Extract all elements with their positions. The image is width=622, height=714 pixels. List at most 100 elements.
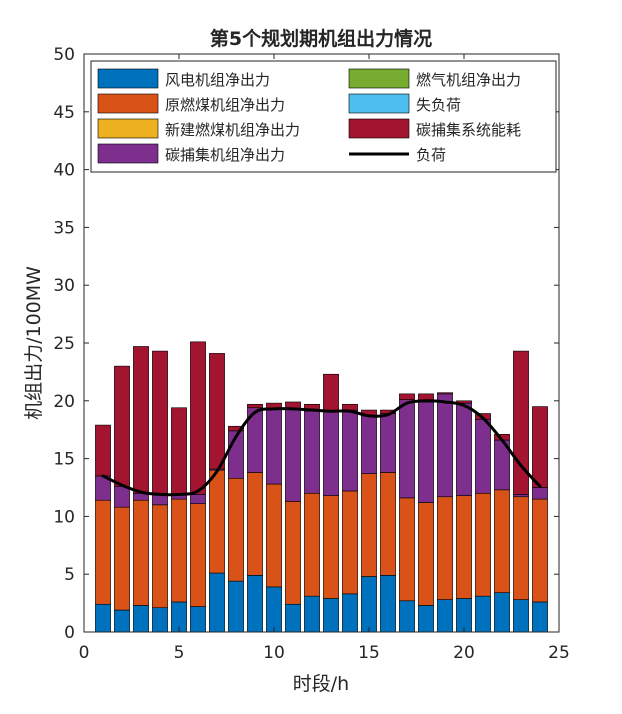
- bar-segment-s6-x3: [133, 346, 149, 494]
- y-axis-label: 机组出力/100MW: [23, 266, 45, 420]
- bar-segment-s0-x21: [475, 595, 491, 633]
- bar-segment-s3-x23: [513, 494, 529, 498]
- legend-label: 新建燃煤机组净出力: [165, 121, 300, 139]
- legend-label: 燃气机组净出力: [416, 71, 521, 89]
- bar-segment-s3-x13: [323, 410, 339, 496]
- legend-swatch: [348, 118, 410, 139]
- bar-segment-s0-x17: [399, 600, 415, 633]
- legend-label: 碳捕集机组净出力: [165, 146, 285, 164]
- x-axis-label: 时段/h: [293, 673, 349, 695]
- bar-segment-s6-x17: [399, 393, 415, 400]
- bar-segment-s6-x13: [323, 373, 339, 412]
- x-axis-ticks: 0 5 10 15 20 25: [79, 54, 570, 663]
- bar-segment-s0-x14: [342, 593, 358, 633]
- bar-segment-s6-x19: [437, 392, 453, 395]
- bar-segment-s3-x10: [266, 408, 282, 485]
- bar-segment-s1-x12: [304, 492, 320, 597]
- bar-segment-s6-x14: [342, 403, 358, 411]
- bar-segment-s1-x21: [475, 492, 491, 597]
- bar-segment-s0-x11: [285, 603, 301, 633]
- legend-swatch: [348, 93, 410, 114]
- legend-label: 负荷: [416, 146, 446, 164]
- bar-segment-s0-x20: [456, 598, 472, 633]
- bar-segment-s1-x8: [228, 477, 244, 582]
- legend-label: 原燃煤机组净出力: [165, 96, 285, 114]
- y-tick-label: 25: [53, 334, 75, 354]
- bar-segment-s1-x11: [285, 501, 301, 605]
- bar-segment-s0-x22: [494, 592, 510, 633]
- bar-segment-s3-x19: [437, 393, 453, 498]
- bar-segment-s0-x24: [532, 601, 548, 633]
- bar-segment-s0-x18: [418, 605, 434, 633]
- bar-segment-s3-x17: [399, 399, 415, 499]
- x-tick-label: 25: [548, 643, 570, 663]
- bar-segment-s1-x9: [247, 472, 263, 576]
- chart-title: 第5个规划期机组出力情况: [210, 27, 432, 50]
- bar-segment-s0-x23: [513, 599, 529, 633]
- bar-segment-s3-x24: [532, 487, 548, 500]
- y-tick-label: 40: [53, 161, 75, 181]
- bar-segment-s0-x2: [114, 609, 130, 633]
- bar-segment-s3-x11: [285, 408, 301, 502]
- bar-segment-s1-x15: [361, 473, 377, 577]
- x-tick-label: 20: [453, 643, 475, 663]
- bar-segment-s3-x21: [475, 418, 491, 494]
- y-tick-label: 45: [53, 103, 75, 123]
- legend-label: 失负荷: [416, 96, 461, 114]
- bar-segment-s1-x23: [513, 496, 529, 600]
- bars: [95, 341, 548, 633]
- bar-segment-s6-x6: [190, 341, 206, 495]
- x-tick-label: 15: [358, 643, 380, 663]
- bar-segment-s0-x9: [247, 575, 263, 633]
- bar-segment-s1-x5: [171, 498, 187, 603]
- bar-segment-s6-x24: [532, 406, 548, 488]
- bar-segment-s6-x7: [209, 353, 225, 470]
- bar-segment-s3-x12: [304, 410, 320, 494]
- x-tick-label: 0: [79, 643, 90, 663]
- bar-segment-s6-x4: [152, 350, 168, 494]
- y-tick-label: 10: [53, 507, 75, 527]
- bar-segment-s0-x7: [209, 572, 225, 633]
- y-axis-ticks: 0 5 10 15 20 25 30 35 40 45 50: [53, 45, 559, 643]
- bar-segment-s6-x8: [228, 425, 244, 432]
- bar-segment-s3-x18: [418, 401, 434, 503]
- bar-segment-s3-x6: [190, 494, 206, 504]
- bar-segment-s1-x14: [342, 490, 358, 595]
- y-tick-label: 20: [53, 392, 75, 412]
- bar-segment-s1-x4: [152, 504, 168, 609]
- bar-segment-s1-x22: [494, 489, 510, 593]
- bar-segment-s1-x18: [418, 502, 434, 606]
- bar-segment-s3-x20: [456, 402, 472, 496]
- bar-segment-s3-x16: [380, 413, 396, 473]
- bar-segment-s0-x1: [95, 603, 111, 633]
- legend-swatch: [97, 93, 159, 114]
- bar-segment-s1-x16: [380, 472, 396, 576]
- bar-segment-s0-x19: [437, 599, 453, 633]
- bar-segment-s1-x24: [532, 498, 548, 603]
- legend-box: [90, 60, 557, 173]
- y-tick-label: 5: [64, 565, 75, 585]
- bar-segment-s1-x17: [399, 497, 415, 602]
- legend-swatch: [97, 68, 159, 89]
- bar-segment-s1-x2: [114, 506, 130, 611]
- y-tick-label: 0: [64, 623, 75, 643]
- bar-segment-s0-x6: [190, 606, 206, 633]
- legend-swatch: [348, 68, 410, 89]
- bar-segment-s1-x19: [437, 496, 453, 600]
- y-tick-label: 30: [53, 276, 75, 296]
- bar-segment-s6-x5: [171, 407, 187, 495]
- load-series-line: [101, 399, 542, 497]
- bar-segment-s1-x3: [133, 499, 149, 606]
- bar-segment-s0-x8: [228, 580, 244, 633]
- bar-segment-s0-x10: [266, 586, 282, 633]
- bar-segment-s1-x20: [456, 495, 472, 599]
- bar-segment-s1-x13: [323, 495, 339, 599]
- legend-label: 碳捕集系统能耗: [416, 121, 521, 139]
- y-tick-label: 15: [53, 450, 75, 470]
- legend-swatch: [97, 118, 159, 139]
- legend-label: 风电机组净出力: [165, 71, 270, 89]
- x-tick-label: 5: [174, 643, 185, 663]
- bar-segment-s1-x6: [190, 503, 206, 607]
